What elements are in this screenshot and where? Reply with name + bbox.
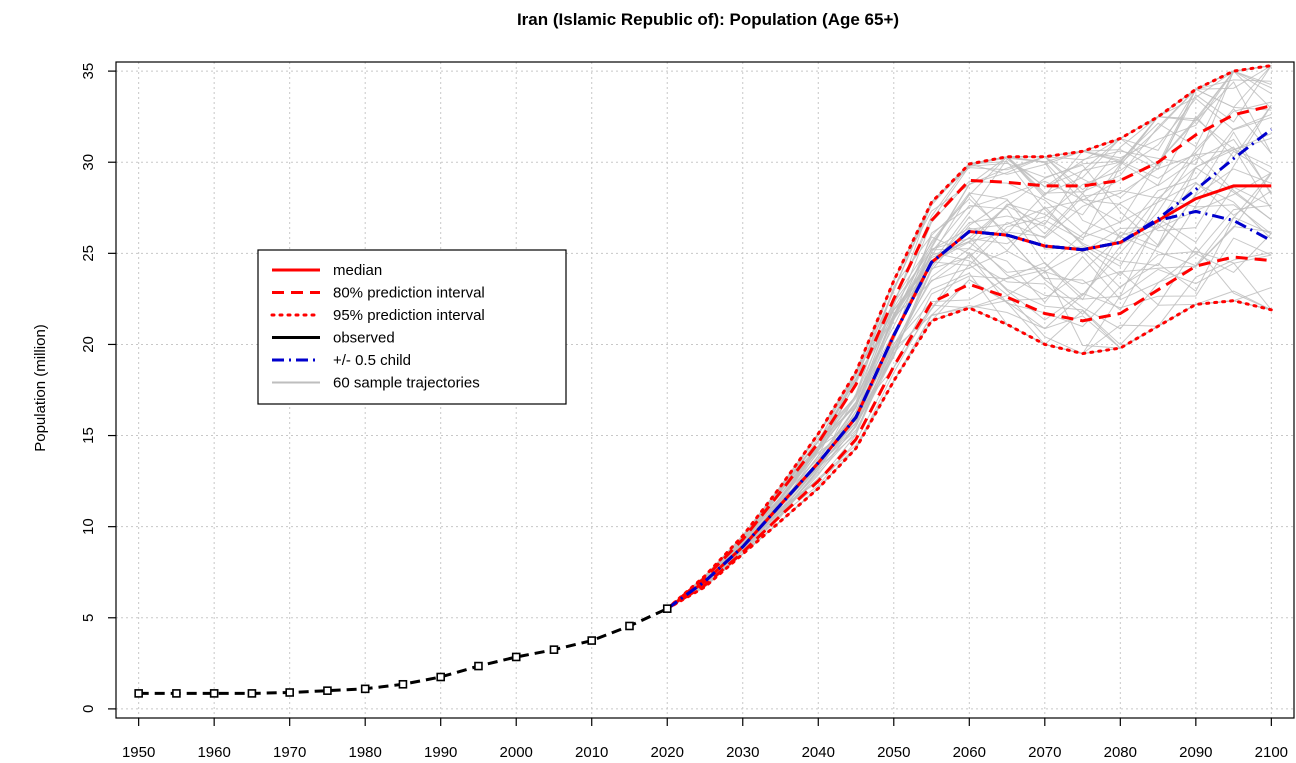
x-tick-label: 1960 <box>197 744 230 761</box>
x-tick-label: 1970 <box>273 744 306 761</box>
x-tick-label: 2070 <box>1028 744 1061 761</box>
sample-trajectory-line <box>666 252 1272 610</box>
x-tick-label: 2010 <box>575 744 608 761</box>
y-tick-label: 25 <box>80 245 97 262</box>
legend-label: observed <box>333 330 395 347</box>
observed-point <box>511 652 521 662</box>
observed-point <box>323 686 332 695</box>
observed-point <box>247 689 257 698</box>
observed-point <box>285 688 294 697</box>
observed-point <box>134 689 143 698</box>
y-tick-label: 20 <box>80 336 97 353</box>
x-tick-label: 1990 <box>424 744 457 761</box>
x-tick-label: 1950 <box>122 744 155 761</box>
sample-trajectory-line <box>666 172 1272 610</box>
legend-label: +/- 0.5 child <box>333 352 411 369</box>
axes: 1950 1960 1970 1980 1990 2000 2010 2020 2030 2040… <box>80 63 1288 761</box>
observed-point <box>172 689 181 698</box>
x-tick-label: 2080 <box>1104 744 1137 761</box>
sample-trajectory-line <box>666 65 1272 610</box>
chart-title: Iran (Islamic Republic of): Population (… <box>517 10 899 29</box>
y-tick-label: 10 <box>80 518 97 535</box>
pi80-lower-line <box>666 255 1272 610</box>
pi80-upper-line <box>666 104 1272 610</box>
sample-trajectory-line <box>666 236 1272 610</box>
pi95-lower-line <box>665 299 1273 611</box>
x-tick-label: 2000 <box>500 744 533 761</box>
observed-series <box>134 604 672 698</box>
legend-label: 95% prediction interval <box>333 307 485 324</box>
observed-point <box>436 672 446 682</box>
y-tick-label: 35 <box>80 63 97 80</box>
x-tick-label: 2100 <box>1255 744 1288 761</box>
observed-point <box>474 661 483 671</box>
observed-point <box>398 679 408 689</box>
observed-point <box>360 684 370 694</box>
y-tick-label: 5 <box>80 614 97 622</box>
y-tick-label: 0 <box>80 705 97 713</box>
legend-label: median <box>333 262 382 279</box>
y-tick-label: 30 <box>80 154 97 171</box>
x-tick-label: 1980 <box>349 744 382 761</box>
observed-point <box>587 636 597 645</box>
legend: median 80% prediction interval 95% predict… <box>257 249 567 405</box>
y-tick-label: 15 <box>80 427 97 444</box>
legend-box <box>257 249 567 405</box>
x-tick-label: 2040 <box>802 744 835 761</box>
observed-point <box>549 645 559 654</box>
legend-label: 60 sample trajectories <box>333 375 480 392</box>
observed-point <box>209 689 219 698</box>
x-tick-label: 2030 <box>726 744 759 761</box>
observed-point <box>662 604 672 613</box>
series-lines <box>665 64 1273 611</box>
x-tick-label: 2020 <box>651 744 684 761</box>
plot-frame <box>115 61 1295 719</box>
legend-label: 80% prediction interval <box>333 285 485 302</box>
x-tick-label: 2060 <box>953 744 986 761</box>
sample-trajectory-line <box>666 236 1272 610</box>
x-tick-label: 2050 <box>877 744 910 761</box>
x-tick-label: 2090 <box>1179 744 1212 761</box>
pi95-upper-line <box>665 64 1273 611</box>
observed-point <box>625 621 634 631</box>
y-axis-label: Population (million) <box>32 324 49 452</box>
minus-half-child-line <box>666 209 1273 610</box>
